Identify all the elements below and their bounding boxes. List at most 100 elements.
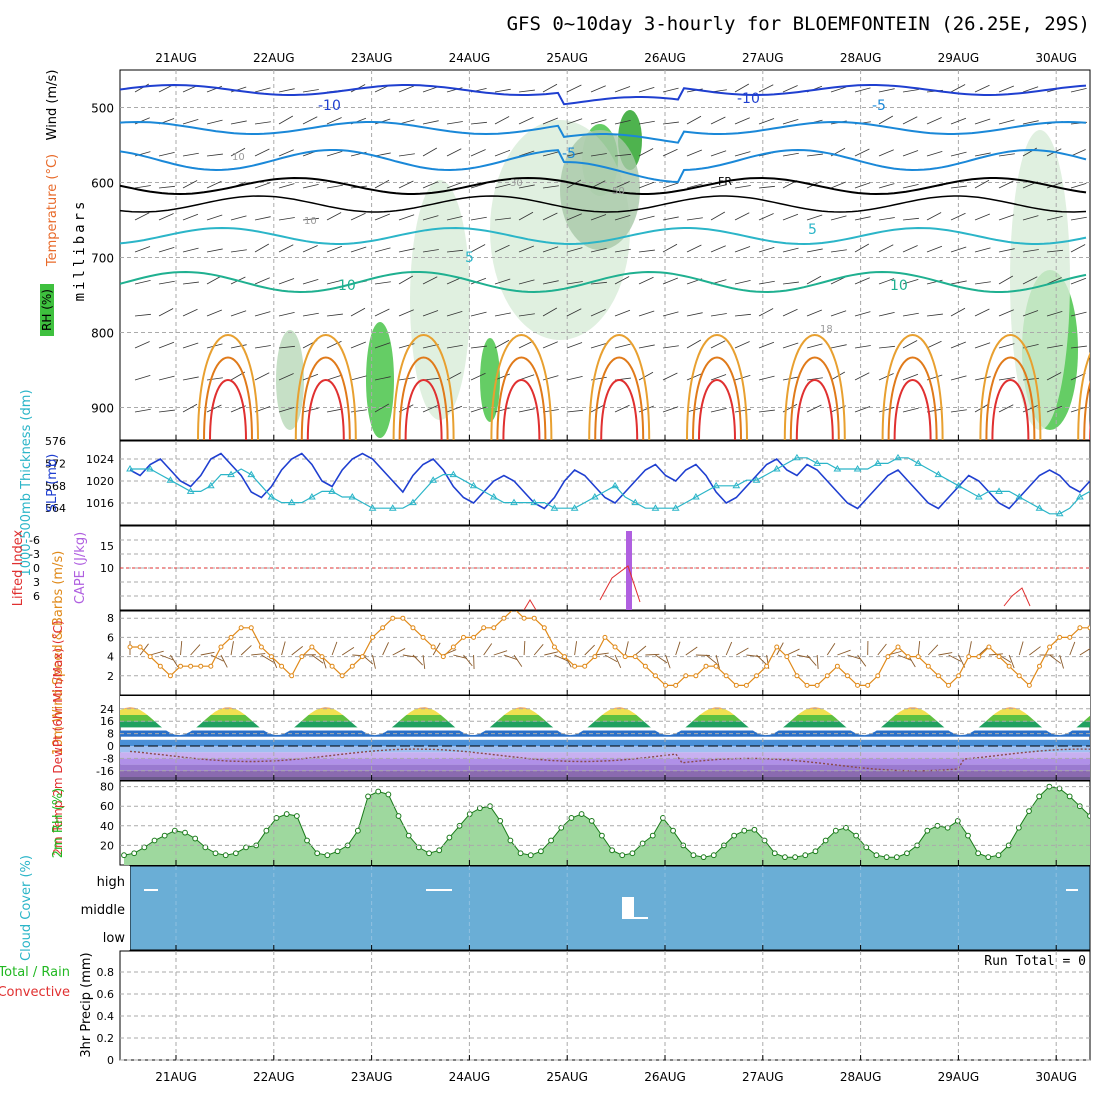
wind-barb xyxy=(776,642,784,656)
upper-barb xyxy=(758,341,775,349)
upper-barb xyxy=(278,88,295,93)
thickness-marker xyxy=(308,493,316,500)
rh-point xyxy=(446,834,453,841)
diurnal-contour xyxy=(985,356,1036,440)
upper-barb xyxy=(326,340,342,349)
upper-barb xyxy=(974,281,991,285)
wind-speed-point xyxy=(1087,625,1090,631)
rh-point xyxy=(161,832,168,839)
run-total: Run Total = 0 xyxy=(984,954,1086,969)
wind-barb xyxy=(139,643,149,656)
upper-barb xyxy=(470,121,487,125)
upper-barb xyxy=(494,373,510,381)
upper-barb xyxy=(830,215,847,221)
rh-point xyxy=(222,852,229,859)
contour-label-5-b: 5 xyxy=(808,222,817,238)
thickness-marker xyxy=(590,493,599,500)
upper-barb xyxy=(902,312,919,317)
upper-barb xyxy=(494,244,510,253)
wind-barb xyxy=(523,640,526,656)
temperature-contours xyxy=(120,83,1090,440)
thickness-tick-572: 572 xyxy=(45,457,66,470)
wind-speed-point xyxy=(865,682,871,688)
diurnal-contour xyxy=(197,334,259,440)
wind-barb xyxy=(432,642,441,656)
wind-barb xyxy=(1049,654,1062,664)
wind-speed-point xyxy=(289,673,295,679)
upper-barb xyxy=(254,372,270,381)
wind-speed-point xyxy=(663,682,669,688)
upper-barb xyxy=(878,278,895,285)
wind-speed-point xyxy=(521,615,527,621)
rh-point xyxy=(649,832,656,839)
upper-barb xyxy=(686,217,703,221)
upper-barb xyxy=(374,213,390,221)
wind-speed-point xyxy=(147,654,153,660)
upper-barb xyxy=(326,374,343,381)
wind-speed-point xyxy=(733,682,739,688)
upper-barb xyxy=(206,180,222,189)
wind-barb xyxy=(382,642,389,656)
diurnal-contour xyxy=(795,379,834,440)
wind-speed-point xyxy=(551,644,557,650)
upper-barb xyxy=(302,312,319,317)
wind-barb xyxy=(261,654,274,663)
upper-barb xyxy=(926,212,942,221)
precip-tick-0.8: 0.8 xyxy=(97,966,115,979)
rh-point xyxy=(670,827,676,834)
slp-series xyxy=(126,452,1090,517)
top-date-29AUG: 29AUG xyxy=(938,51,980,65)
upper-barb xyxy=(254,345,271,349)
wind-barb xyxy=(180,641,183,656)
wind-barb xyxy=(160,654,174,661)
upper-barb xyxy=(158,280,175,285)
upper-barb xyxy=(542,212,558,221)
wind-speed-point xyxy=(592,654,598,660)
wind-speed-point xyxy=(349,663,355,669)
upper-barb xyxy=(398,248,415,253)
wind-speed-point xyxy=(127,644,133,650)
rh2m-y-ticks: 20 40 60 80 xyxy=(100,781,114,853)
upper-barb xyxy=(278,217,295,221)
wind-speed-point xyxy=(218,644,224,650)
upper-barb xyxy=(350,212,366,221)
thickness-marker xyxy=(1055,509,1064,517)
wind-barb xyxy=(857,654,867,667)
upper-barb xyxy=(662,182,679,189)
upper-barb xyxy=(614,404,630,413)
upper-barb xyxy=(158,375,175,381)
upper-barb xyxy=(806,275,822,285)
diurnal-contour xyxy=(1089,421,1090,440)
top-date-24AUG: 24AUG xyxy=(449,51,491,65)
diurnal-contour xyxy=(392,334,455,440)
rh-point xyxy=(863,844,870,851)
wind-speed-point xyxy=(895,644,901,650)
rh-point xyxy=(385,791,392,798)
upper-barb xyxy=(878,373,894,381)
wind-tick-4: 4 xyxy=(107,651,114,664)
upper-barb xyxy=(950,151,967,157)
upper-barb xyxy=(662,216,679,221)
upper-barb xyxy=(494,217,511,221)
upper-barb xyxy=(182,118,199,125)
upper-barb xyxy=(278,406,295,413)
upper-barb xyxy=(1070,311,1087,317)
cloud-grid xyxy=(175,866,1057,950)
rh-point xyxy=(568,815,575,821)
wind-barb xyxy=(493,650,508,656)
upper-barb xyxy=(1022,276,1038,285)
freezing-level-label: FR xyxy=(718,175,732,188)
upper-barb xyxy=(926,279,943,285)
wind-barb xyxy=(372,654,376,669)
upper-barb xyxy=(806,214,823,221)
upper-barb xyxy=(302,217,319,221)
upper-barb xyxy=(494,116,510,125)
ytick-600: 600 xyxy=(91,177,114,191)
upper-barb xyxy=(302,116,318,125)
rh-point xyxy=(273,815,280,821)
ytick-800: 800 xyxy=(91,327,114,341)
upper-barb xyxy=(470,406,487,413)
rh-point xyxy=(853,832,860,839)
wind-speed-point xyxy=(481,625,487,631)
wind-barb xyxy=(756,654,767,666)
